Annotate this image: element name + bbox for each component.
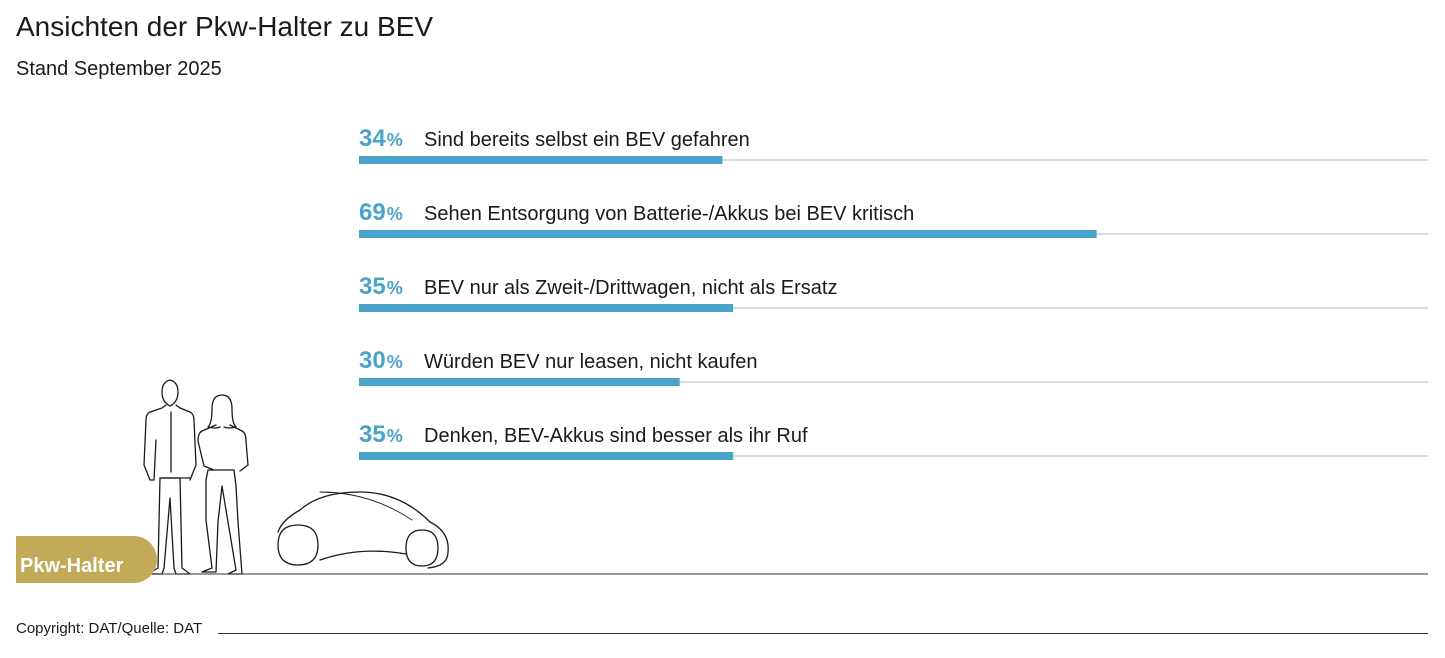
bar-value-label: 34%	[359, 125, 403, 152]
copyright-note: Copyright: DAT/Quelle: DAT	[16, 620, 203, 637]
bar	[359, 452, 734, 460]
bars-group: 34% Sind bereits selbst ein BEV gefahren 6…	[359, 125, 1428, 460]
chart-subtitle: Stand September 2025	[16, 58, 222, 80]
pkw-halter-badge-label: Pkw-Halter	[20, 555, 124, 577]
footer-divider	[218, 633, 1428, 634]
pkw-halter-badge	[16, 536, 157, 583]
bar-category-label: BEV nur als Zweit-/Drittwagen, nicht als…	[424, 277, 837, 299]
bar	[359, 304, 734, 312]
bar-category-label: Sind bereits selbst ein BEV gefahren	[424, 129, 750, 151]
bar	[359, 156, 723, 164]
bar-category-label: Sehen Entsorgung von Batterie-/Akkus bei…	[424, 203, 914, 225]
bar-value-label: 69%	[359, 199, 403, 226]
chart-title: Ansichten der Pkw-Halter zu BEV	[16, 11, 434, 42]
bar	[359, 230, 1097, 238]
people-car-illustration	[143, 379, 449, 575]
bar-category-label: Denken, BEV-Akkus sind besser als ihr Ru…	[424, 425, 808, 447]
bar-value-label: 35%	[359, 273, 403, 300]
bar-category-label: Würden BEV nur leasen, nicht kaufen	[424, 351, 758, 373]
bar-value-label: 35%	[359, 421, 403, 448]
bar	[359, 378, 680, 386]
bar-value-label: 30%	[359, 347, 403, 374]
